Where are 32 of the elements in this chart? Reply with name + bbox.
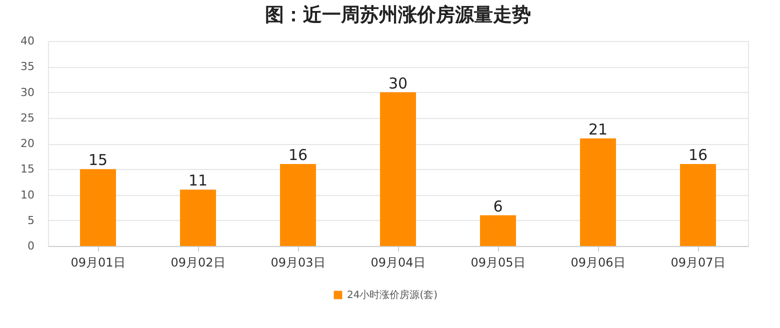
- data-label: 16: [688, 146, 708, 164]
- x-tick-label: 09月01日: [70, 256, 126, 270]
- bar: [280, 164, 316, 246]
- y-tick-label: 25: [20, 111, 34, 124]
- data-label: 15: [88, 151, 108, 170]
- y-tick-label: 30: [20, 86, 34, 99]
- chart-title: 图：近一周苏州涨价房源量走势: [265, 4, 531, 26]
- x-tick-label: 09月03日: [270, 256, 326, 270]
- bar: [380, 92, 416, 246]
- x-tick-label: 09月06日: [570, 256, 626, 270]
- y-tick-label: 40: [20, 34, 34, 48]
- bar: [580, 138, 616, 246]
- y-tick-label: 10: [20, 188, 34, 202]
- y-tick-label: 20: [20, 137, 34, 150]
- data-label: 6: [493, 197, 503, 216]
- x-tick-label: 09月04日: [370, 256, 426, 270]
- legend-label: 24小时涨价房源(套): [347, 289, 438, 301]
- x-tick-label: 09月05日: [470, 256, 526, 270]
- bar: [480, 215, 516, 246]
- y-tick-label: 35: [20, 60, 34, 74]
- x-tick-label: 09月02日: [170, 256, 226, 270]
- bar: [180, 190, 216, 246]
- y-tick-label: 0: [28, 240, 34, 252]
- data-label: 21: [588, 120, 608, 138]
- data-label: 16: [288, 146, 308, 164]
- bar: [680, 164, 716, 246]
- y-tick-label: 15: [20, 162, 34, 176]
- y-tick-label: 5: [28, 214, 34, 227]
- x-tick-label: 09月07日: [670, 256, 726, 270]
- data-label: 11: [188, 172, 208, 190]
- bar: [80, 169, 116, 246]
- data-label: 30: [388, 74, 408, 92]
